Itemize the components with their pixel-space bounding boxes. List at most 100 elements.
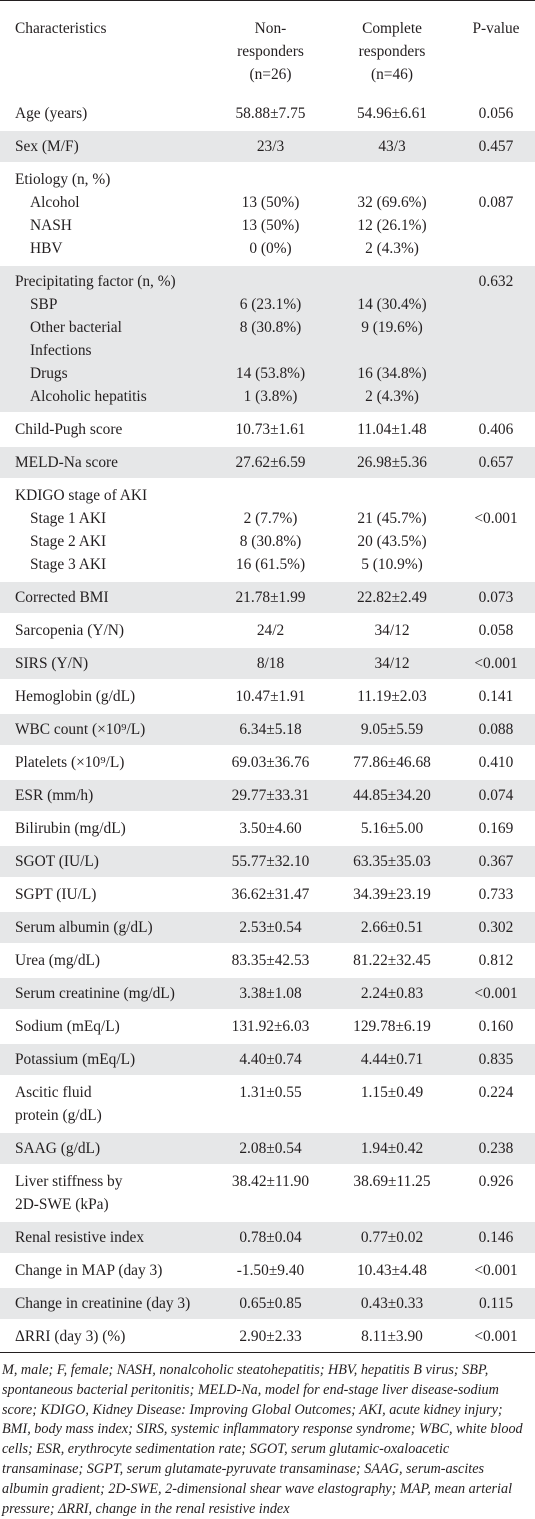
table-row: SGOT (IU/L) 55.77±32.10 63.35±35.03 0.367	[0, 844, 535, 878]
cell-p-value: 0.457	[457, 129, 535, 163]
row-label-line: NASH	[30, 217, 72, 234]
cell-non-responders-line: 6 (23.1%)	[239, 296, 302, 313]
cell-non-responders: 38.42±11.90	[214, 1164, 327, 1221]
cell-non-responders: 27.62±6.59	[214, 445, 327, 479]
row-label: Bilirubin (mg/dL)	[0, 811, 214, 845]
row-label-line: Precipitating factor (n, %)	[15, 273, 176, 290]
table-row: Urea (mg/dL) 83.35±42.53 81.22±32.45 0.812	[0, 943, 535, 977]
row-label-line: KDIGO stage of AKI	[15, 487, 148, 504]
table-row: WBC count (×10⁹/L) 6.34±5.18 9.05±5.59 0.08…	[0, 712, 535, 746]
table-row: MELD-Na score 27.62±6.59 26.98±5.36 0.657	[0, 445, 535, 479]
table-row: ESR (mm/h) 29.77±33.31 44.85±34.20 0.074	[0, 778, 535, 812]
row-label-line: Ascitic fluid	[15, 1084, 92, 1101]
cell-non-responders-line: 8 (30.8%)	[239, 533, 302, 550]
row-label: Precipitating factor (n, %) SBP Other bact…	[0, 264, 214, 413]
cell-p-value-line: 0.058	[478, 622, 514, 639]
header-non-line: responders	[237, 43, 304, 60]
cell-non-responders: 0.65±0.85	[214, 1286, 327, 1320]
cell-p-value: 0.302	[457, 910, 535, 944]
table-row: SAAG (g/dL) 2.08±0.54 1.94±0.42 0.238	[0, 1131, 535, 1165]
row-label-line: Renal resistive index	[15, 1229, 145, 1246]
table-row: KDIGO stage of AKI Stage 1 AKI Stage 2 AKI…	[0, 478, 535, 581]
cell-non-responders: 6 (23.1%) 8 (30.8%) 14 (53.8%) 1 (3.8%)	[214, 264, 327, 413]
cell-complete-responders-line: 77.86±46.68	[353, 754, 431, 771]
table-row: Corrected BMI 21.78±1.99 22.82±2.49 0.073	[0, 580, 535, 614]
cell-p-value-line: 0.088	[478, 721, 514, 738]
cell-p-value-line: 0.238	[478, 1140, 514, 1157]
cell-complete-responders-line: 32 (69.6%)	[357, 194, 427, 211]
cell-complete-responders-line: 8.11±3.90	[361, 1328, 423, 1345]
row-label-line: Etiology (n, %)	[15, 171, 111, 188]
cell-complete-responders-line: 63.35±35.03	[353, 853, 431, 870]
cell-p-value: <0.001	[457, 478, 535, 581]
cell-p-value-line: 0.367	[478, 853, 514, 870]
cell-non-responders-line: 58.88±7.75	[235, 105, 306, 122]
table-row: Ascitic fluid protein (g/dL) 1.31±0.55 1.15…	[0, 1075, 535, 1132]
cell-p-value: 0.074	[457, 778, 535, 812]
header-row: Characteristics Non- responders (n=26) C…	[0, 0, 535, 98]
row-label-line: WBC count (×10⁹/L)	[15, 721, 146, 738]
cell-p-value: 0.926	[457, 1164, 535, 1221]
table-row: Serum albumin (g/dL) 2.53±0.54 2.66±0.51 0.…	[0, 910, 535, 944]
cell-complete-responders-line: 34/12	[374, 655, 410, 672]
row-label: Serum albumin (g/dL)	[0, 910, 214, 944]
cell-non-responders: 69.03±36.76	[214, 745, 327, 779]
cell-complete-responders: 44.85±34.20	[327, 778, 457, 812]
cell-non-responders: -1.50±9.40	[214, 1253, 327, 1287]
cell-complete-responders-line: 2.24±0.83	[360, 985, 424, 1002]
cell-non-responders: 2.08±0.54	[214, 1131, 327, 1165]
cell-non-responders: 58.88±7.75	[214, 96, 327, 130]
cell-complete-responders-line: 20 (43.5%)	[357, 533, 427, 550]
cell-non-responders-line: 3.50±4.60	[239, 820, 302, 837]
cell-non-responders-line: 2.08±0.54	[239, 1140, 302, 1157]
cell-complete-responders-line: 2 (4.3%)	[365, 388, 419, 405]
cell-non-responders-line: 24/2	[256, 622, 285, 639]
row-label: Etiology (n, %) Alcohol NASH HBV	[0, 162, 214, 265]
cell-non-responders-line: 2 (7.7%)	[243, 510, 298, 527]
cell-complete-responders-line: 9.05±5.59	[360, 721, 424, 738]
cell-p-value: 0.410	[457, 745, 535, 779]
cell-complete-responders: 1.94±0.42	[327, 1131, 457, 1165]
cell-non-responders: 2.53±0.54	[214, 910, 327, 944]
cell-p-value: 0.835	[457, 1042, 535, 1076]
cell-complete-responders-line: 10.43±4.48	[356, 1262, 427, 1279]
cell-non-responders: 23/3	[214, 129, 327, 163]
cell-complete-responders-line: 12 (26.1%)	[357, 217, 427, 234]
row-label: SGOT (IU/L)	[0, 844, 214, 878]
table-row: Serum creatinine (mg/dL) 3.38±1.08 2.24±0.…	[0, 976, 535, 1010]
header-non-responders: Non- responders (n=26)	[214, 1, 327, 98]
cell-complete-responders-line: 9 (19.6%)	[361, 319, 423, 336]
row-label: ΔRRI (day 3) (%)	[0, 1319, 214, 1353]
cell-non-responders-line: 0.78±0.04	[239, 1229, 302, 1246]
cell-p-value: 0.058	[457, 613, 535, 647]
cell-complete-responders-line: 26.98±5.36	[356, 454, 427, 471]
cell-p-value-line: 0.056	[478, 105, 514, 122]
row-label-line: SBP	[30, 296, 58, 313]
cell-p-value: 0.224	[457, 1075, 535, 1132]
cell-non-responders: 24/2	[214, 613, 327, 647]
table-row: Renal resistive index 0.78±0.04 0.77±0.02 0…	[0, 1220, 535, 1254]
cell-p-value: 0.087	[457, 162, 535, 265]
cell-p-value-line: <0.001	[474, 1328, 518, 1345]
cell-non-responders: 0.78±0.04	[214, 1220, 327, 1254]
cell-non-responders-line: 27.62±6.59	[235, 454, 306, 471]
cell-non-responders-line: 38.42±11.90	[231, 1173, 310, 1190]
row-label-line: Sex (M/F)	[15, 138, 79, 155]
cell-p-value-line: 0.302	[478, 919, 514, 936]
cell-complete-responders: 63.35±35.03	[327, 844, 457, 878]
row-label-line: protein (g/dL)	[15, 1107, 102, 1124]
table-row: Sodium (mEq/L) 131.92±6.03 129.78±6.19 0.16…	[0, 1009, 535, 1043]
cell-non-responders: 3.38±1.08	[214, 976, 327, 1010]
cell-non-responders-line: 131.92±6.03	[231, 1018, 310, 1035]
cell-complete-responders-line: 43/3	[378, 138, 406, 155]
cell-non-responders: 6.34±5.18	[214, 712, 327, 746]
cell-complete-responders-line	[327, 168, 457, 191]
table-row: Hemoglobin (g/dL) 10.47±1.91 11.19±2.03 0.1…	[0, 679, 535, 713]
cell-complete-responders-line: 81.22±32.45	[353, 952, 431, 969]
row-label-line: Platelets (×10⁹/L)	[15, 754, 125, 771]
cell-p-value-line: 0.926	[478, 1173, 514, 1190]
cell-p-value: 0.367	[457, 844, 535, 878]
row-label-line: ESR (mm/h)	[15, 787, 94, 804]
row-label-line: SIRS (Y/N)	[15, 655, 89, 672]
cell-non-responders-line: 14 (53.8%)	[235, 365, 306, 382]
